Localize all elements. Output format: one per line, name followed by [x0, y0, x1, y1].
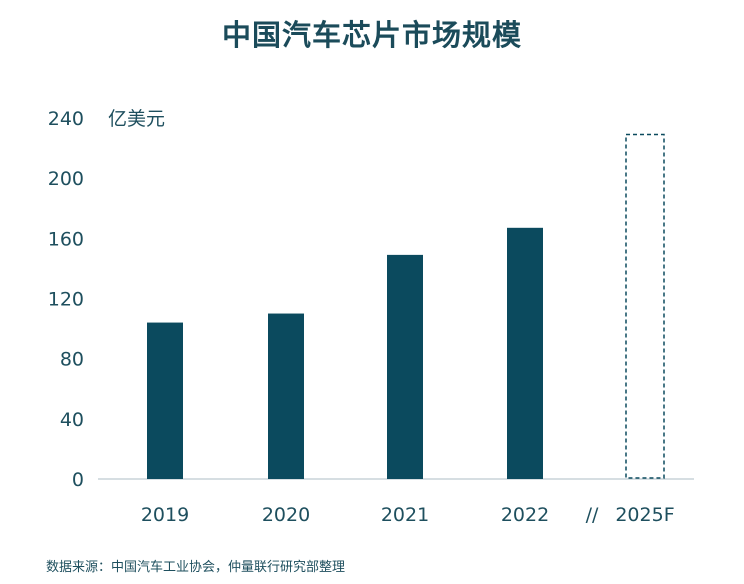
bar-forecast — [625, 133, 665, 479]
y-tick-label: 160 — [48, 228, 84, 250]
bar — [147, 322, 183, 479]
bar — [387, 254, 423, 479]
category-labels: 2019 2020 2021 2022 2025F — [141, 504, 675, 526]
bar — [268, 313, 304, 479]
x-category-label: 2025F — [615, 504, 674, 526]
bar — [507, 227, 543, 479]
y-axis-ticks: 0 40 80 120 160 200 240 — [48, 108, 84, 491]
y-tick-label: 40 — [60, 409, 84, 431]
bars — [147, 133, 665, 479]
x-category-label: 2021 — [381, 504, 429, 526]
axis-break-mark: // — [586, 504, 599, 526]
data-source-note: 数据来源：中国汽车工业协会，仲量联行研究部整理 — [46, 560, 346, 575]
x-category-label: 2020 — [262, 504, 310, 526]
chart-title: 中国汽车芯片市场规模 — [221, 18, 522, 52]
y-tick-label: 0 — [72, 469, 84, 491]
y-tick-label: 120 — [48, 289, 84, 311]
y-tick-label: 80 — [60, 349, 84, 371]
y-tick-label: 240 — [48, 108, 84, 130]
x-category-label: 2022 — [501, 504, 549, 526]
y-axis-unit-label: 亿美元 — [108, 108, 165, 130]
x-category-label: 2019 — [141, 504, 189, 526]
y-tick-label: 200 — [48, 168, 84, 190]
